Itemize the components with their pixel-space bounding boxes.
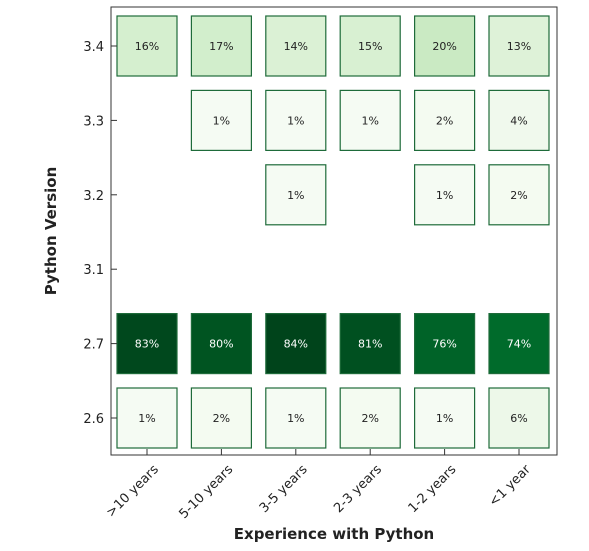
heatmap-cell: 16%	[116, 15, 178, 77]
cell-value-label: 2%	[213, 412, 230, 425]
cell-value-label: 14%	[284, 40, 308, 53]
heatmap-cell-rect	[265, 387, 327, 449]
heatmap-cell: 2%	[339, 387, 401, 449]
cells-layer: 16% 17% 14% 15% 20% 13% 1% 1% 1% 2% 4% 1% 1% 2% 83% 80%…	[116, 15, 550, 449]
y-tick-label: 3.1	[83, 263, 104, 278]
heatmap-cell: 20%	[414, 15, 476, 77]
heatmap-cell-rect	[339, 89, 401, 152]
heatmap-cell: 84%	[265, 313, 327, 375]
heatmap-cell-rect	[190, 89, 252, 152]
y-tick-label: 2.6	[83, 412, 104, 427]
heatmap-cell: 74%	[488, 313, 550, 375]
heatmap-cell-rect	[488, 313, 550, 375]
heatmap-cell-rect	[116, 313, 178, 375]
cell-value-label: 83%	[135, 338, 159, 351]
y-axis: 2.6 2.7 3.1 3.2 3.3 3.4	[83, 40, 117, 427]
x-tick-label: 5-10 years	[177, 462, 237, 522]
cell-value-label: 15%	[358, 40, 382, 53]
x-tick-label: 1-2 years	[406, 462, 460, 516]
heatmap-cell: 1%	[265, 89, 327, 152]
heatmap-cell: 15%	[339, 15, 401, 77]
heatmap-cell-rect	[265, 89, 327, 152]
y-axis-title: Python Version	[42, 167, 60, 296]
heatmap-cell-rect	[339, 15, 401, 77]
heatmap-cell-rect	[414, 89, 476, 152]
cell-value-label: 1%	[361, 114, 378, 127]
cell-value-label: 17%	[209, 40, 233, 53]
heatmap-cell-rect	[414, 15, 476, 77]
heatmap-cell-rect	[488, 89, 550, 152]
x-tick-label: <1 year	[486, 462, 534, 510]
cell-value-label: 6%	[510, 412, 527, 425]
heatmap-cell: 76%	[414, 313, 476, 375]
cell-value-label: 81%	[358, 338, 382, 351]
heatmap-cell: 14%	[265, 15, 327, 77]
heatmap-cell: 1%	[414, 164, 476, 226]
heatmap-cell: 2%	[190, 387, 252, 449]
heatmap-cell-rect	[265, 15, 327, 77]
cell-value-label: 2%	[510, 189, 527, 202]
heatmap-cell-rect	[339, 313, 401, 375]
x-tick-label: 3-5 years	[257, 462, 311, 516]
heatmap-cell: 80%	[190, 313, 252, 375]
heatmap-cell: 6%	[488, 387, 550, 449]
heatmap-cell-rect	[190, 15, 252, 77]
x-tick-label: 2-3 years	[331, 462, 385, 516]
cell-value-label: 80%	[209, 338, 233, 351]
cell-value-label: 84%	[284, 338, 308, 351]
heatmap-cell: 1%	[265, 164, 327, 226]
heatmap-cell: 1%	[339, 89, 401, 152]
heatmap-cell: 13%	[488, 15, 550, 77]
cell-value-label: 4%	[510, 114, 527, 127]
y-tick-label: 3.4	[83, 40, 104, 55]
cell-value-label: 13%	[507, 40, 531, 53]
cell-value-label: 2%	[436, 114, 453, 127]
cell-value-label: 16%	[135, 40, 159, 53]
cell-value-label: 1%	[287, 189, 304, 202]
cell-value-label: 1%	[287, 412, 304, 425]
heatmap-cell: 1%	[116, 387, 178, 449]
heatmap-cell-rect	[116, 15, 178, 77]
heatmap-cell-rect	[488, 15, 550, 77]
cell-value-label: 1%	[436, 189, 453, 202]
heatmap-cell: 1%	[265, 387, 327, 449]
x-axis-title: Experience with Python	[234, 525, 434, 543]
cell-value-label: 74%	[507, 338, 531, 351]
y-tick-label: 2.7	[83, 338, 104, 353]
heatmap-cell: 2%	[414, 89, 476, 152]
heatmap-cell-rect	[190, 387, 252, 449]
x-axis: >10 years 5-10 years 3-5 years 2-3 years 1-2…	[104, 449, 534, 522]
cell-value-label: 1%	[436, 412, 453, 425]
heatmap-cell-rect	[414, 164, 476, 226]
cell-value-label: 2%	[361, 412, 378, 425]
heatmap-cell: 1%	[190, 89, 252, 152]
y-tick-label: 3.3	[83, 114, 104, 129]
heatmap-cell-rect	[265, 313, 327, 375]
heatmap-cell: 4%	[488, 89, 550, 152]
x-tick-label: >10 years	[104, 462, 162, 520]
cell-value-label: 1%	[287, 114, 304, 127]
heatmap-cell-rect	[414, 313, 476, 375]
cell-value-label: 76%	[432, 338, 456, 351]
heatmap-cell: 81%	[339, 313, 401, 375]
heatmap-cell-rect	[265, 164, 327, 226]
heatmap-cell-rect	[414, 387, 476, 449]
cell-value-label: 20%	[432, 40, 456, 53]
plot-frame	[110, 6, 558, 456]
heatmap-cell-rect	[488, 164, 550, 226]
heatmap-cell-rect	[339, 387, 401, 449]
heatmap-cell-rect	[116, 387, 178, 449]
heatmap-cell: 2%	[488, 164, 550, 226]
cell-value-label: 1%	[138, 412, 155, 425]
heatmap-cell-rect	[488, 387, 550, 449]
heatmap-cell: 1%	[414, 387, 476, 449]
heatmap-cell: 83%	[116, 313, 178, 375]
cell-value-label: 1%	[213, 114, 230, 127]
heatmap-cell: 17%	[190, 15, 252, 77]
heatmap-cell-rect	[190, 313, 252, 375]
y-tick-label: 3.2	[83, 189, 104, 204]
